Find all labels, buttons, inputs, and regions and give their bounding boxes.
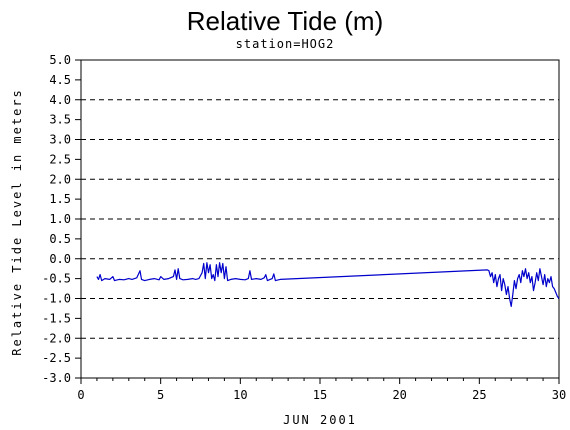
chart-title: Relative Tide (m) — [187, 6, 384, 36]
x-axis-ticks: 0 5 10 15 20 25 30 — [77, 378, 566, 402]
x-tick-label: 30 — [552, 388, 566, 402]
x-tick-label: 5 — [157, 388, 164, 402]
y-tick-label: -0.5 — [42, 272, 71, 286]
y-tick-label: 4.5 — [49, 73, 71, 87]
y-tick-label: 2.5 — [49, 152, 71, 166]
y-axis-ticks: 5.0 4.5 4.0 3.5 3.0 2.5 2.0 1.5 1.0 0.5 0.0 -0.5 -1.… — [42, 53, 81, 385]
y-tick-label: 0.5 — [49, 232, 71, 246]
x-tick-label: 0 — [77, 388, 84, 402]
series-line-tide — [96, 262, 560, 307]
gridlines — [81, 59, 559, 379]
chart-subtitle: station=HOG2 — [236, 37, 335, 51]
x-tick-label: 10 — [233, 388, 247, 402]
series-group — [96, 262, 560, 307]
x-tick-label: 15 — [313, 388, 327, 402]
y-tick-label: 2.0 — [49, 172, 71, 186]
y-tick-label: 3.0 — [49, 133, 71, 147]
y-tick-label: 4.0 — [49, 93, 71, 107]
y-tick-label: 1.5 — [49, 192, 71, 206]
y-tick-label: -1.0 — [42, 292, 71, 306]
y-tick-label: 5.0 — [49, 53, 71, 67]
x-axis-label: JUN 2001 — [283, 413, 357, 427]
y-tick-label: -3.0 — [42, 371, 71, 385]
y-tick-label: -2.0 — [42, 331, 71, 345]
x-tick-label: 20 — [392, 388, 406, 402]
y-tick-label: 1.0 — [49, 212, 71, 226]
y-tick-label: -2.5 — [42, 351, 71, 365]
plot-frame — [80, 59, 560, 379]
y-axis-label: Relative Tide Level in meters — [10, 88, 24, 356]
y-tick-label: 3.5 — [49, 113, 71, 127]
y-tick-label: 0.0 — [49, 252, 71, 266]
x-tick-label: 25 — [472, 388, 486, 402]
y-tick-label: -1.5 — [42, 311, 71, 325]
